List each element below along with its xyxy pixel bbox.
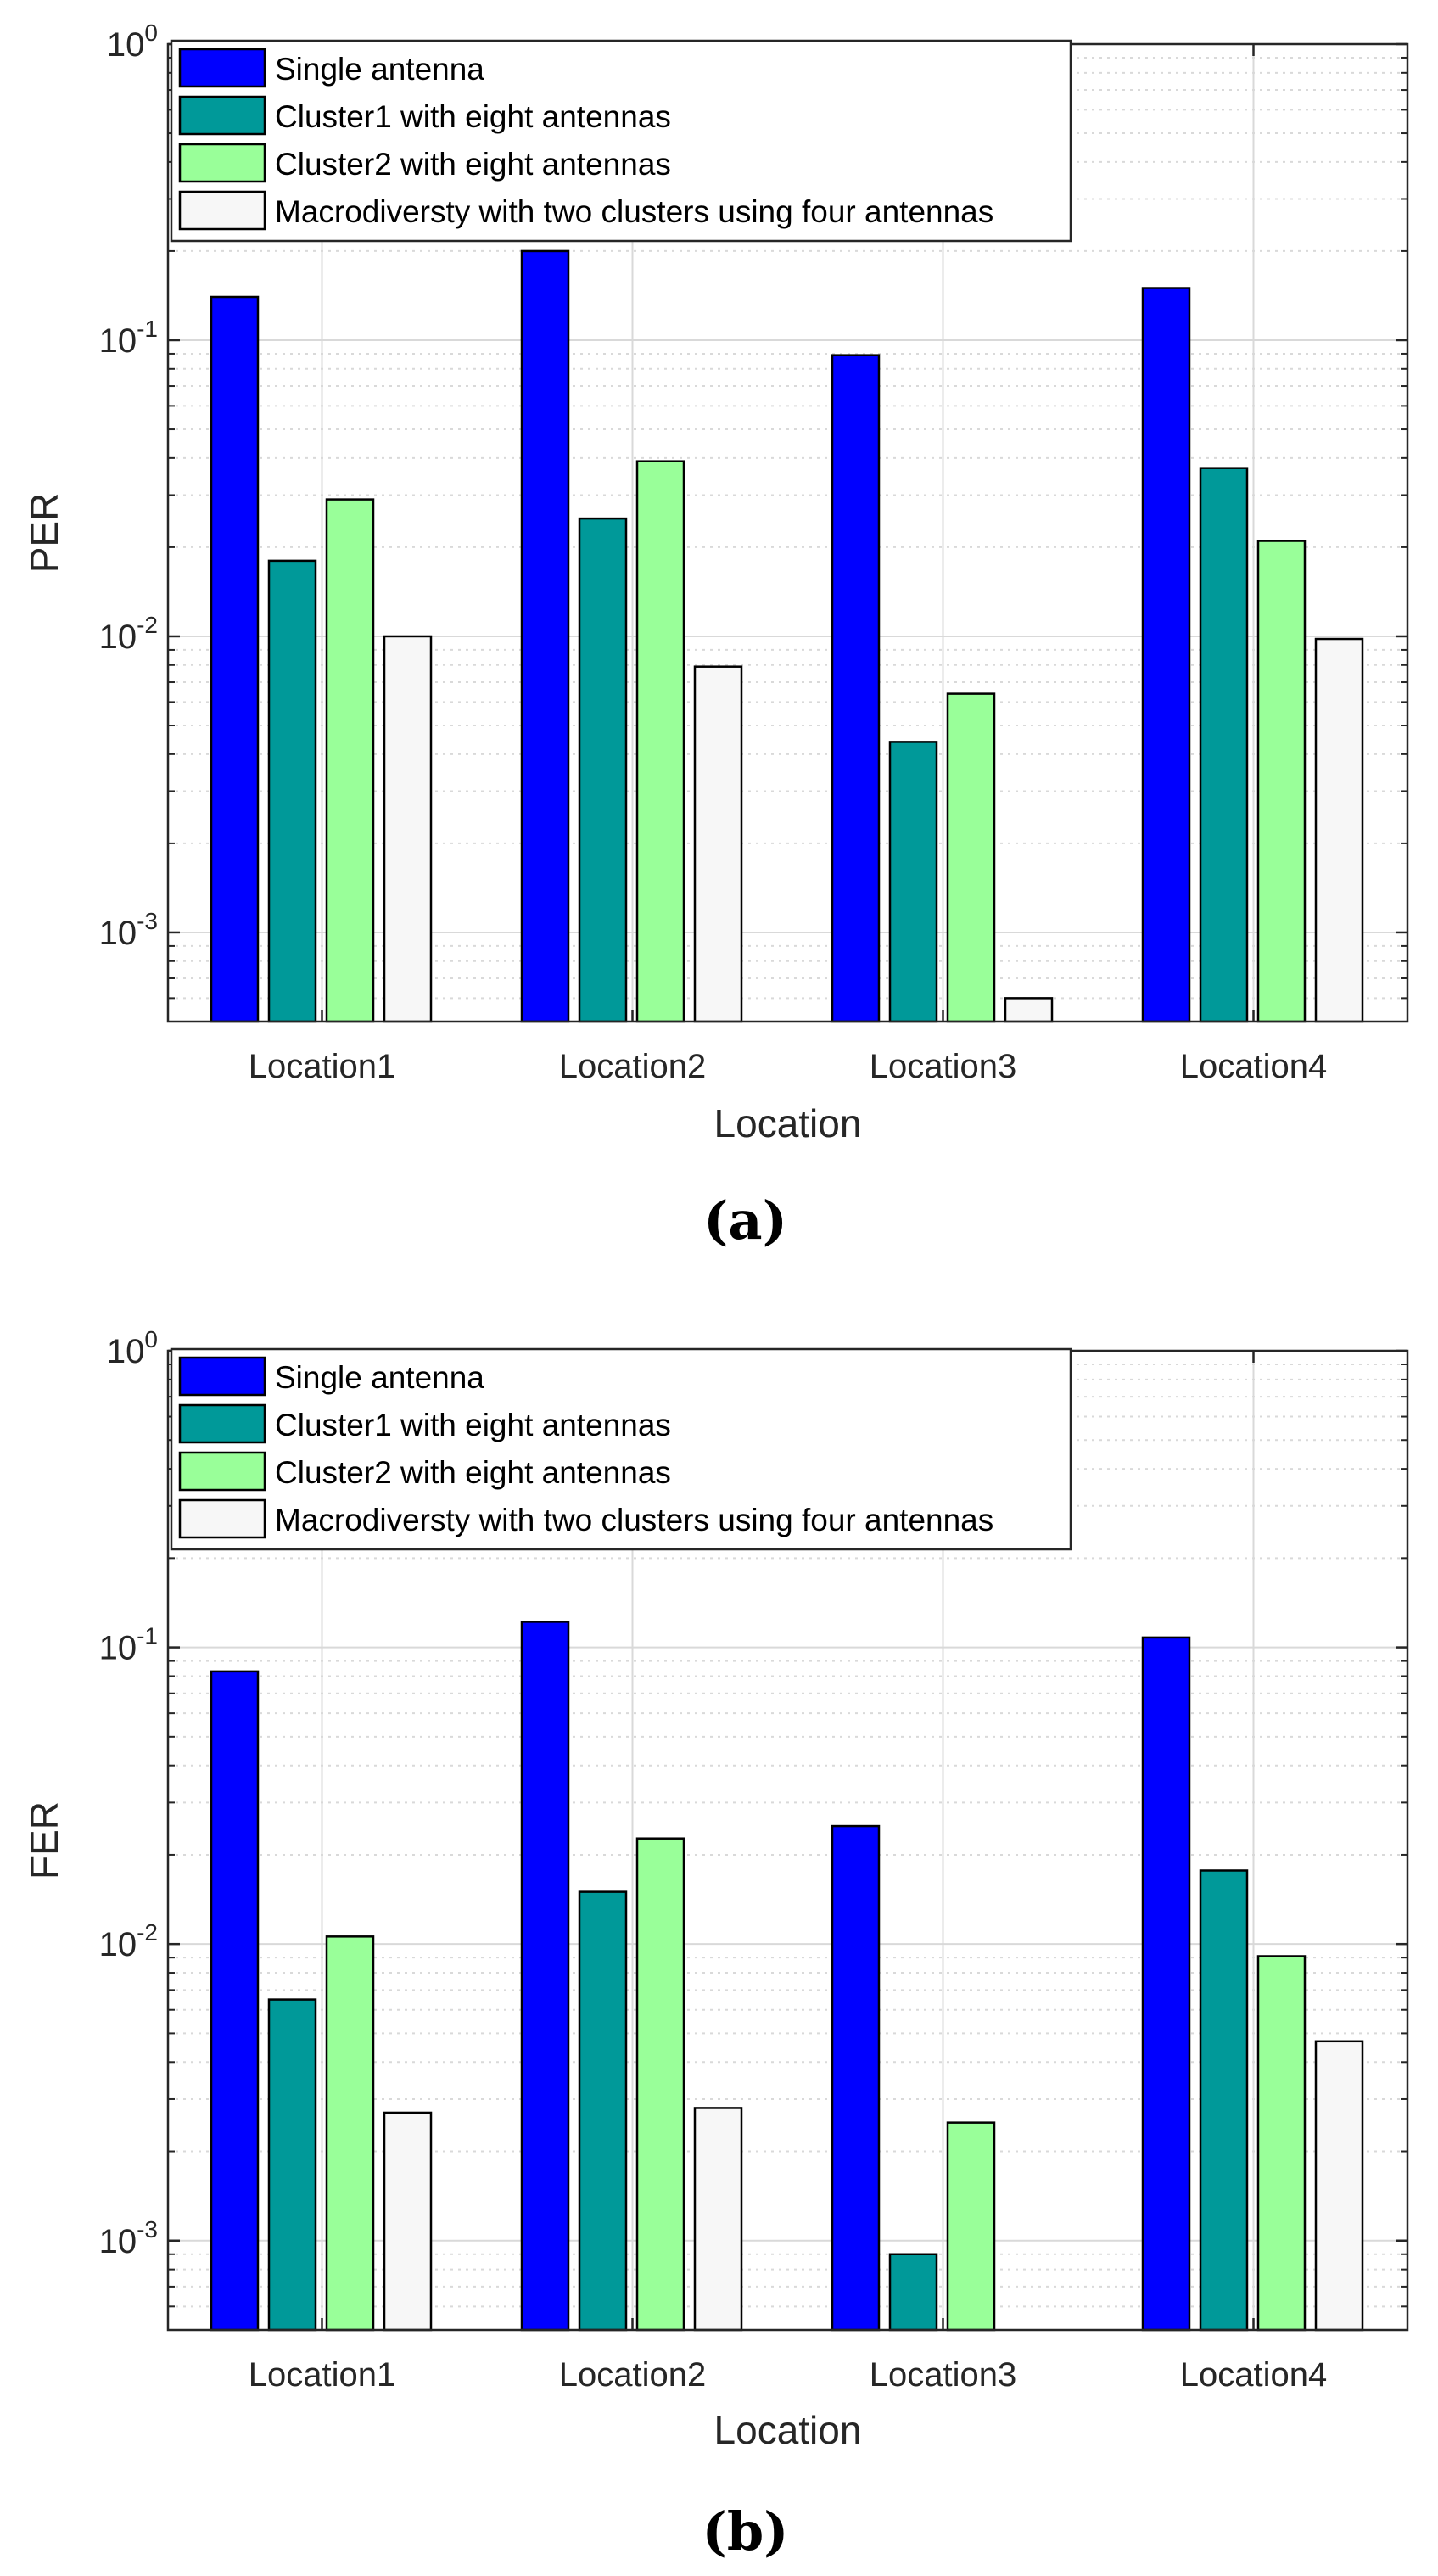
legend-entry-1: Single antenna <box>275 52 484 87</box>
x-tick-label: Location4 <box>1180 2356 1327 2394</box>
y-tick-label-base: 10 <box>99 2223 137 2260</box>
bar-2-location2 <box>578 517 628 1023</box>
y-tick-label-exponent: 0 <box>144 20 158 46</box>
legend-entry-2: Cluster1 with eight antennas <box>275 1408 671 1442</box>
legend-swatch-2 <box>178 1403 266 1444</box>
bar-2-location2 <box>578 1890 628 2332</box>
y-tick-label: 100 <box>107 1326 158 1370</box>
bar-1-location1 <box>210 295 260 1023</box>
y-tick-label-exponent: -1 <box>137 316 158 342</box>
x-tick-label: Location2 <box>559 1048 706 1085</box>
legend: Single antenna Cluster1 with eight antenn… <box>170 39 1072 243</box>
bar-2-location4 <box>1199 467 1249 1023</box>
panel-label: (b) <box>702 2500 788 2562</box>
y-tick-label-base: 10 <box>99 619 137 656</box>
y-tick-label-base: 10 <box>99 915 137 952</box>
y-tick-label-base: 10 <box>99 322 137 360</box>
y-tick-label: 10-1 <box>99 316 158 360</box>
y-tick-label-base: 10 <box>107 1333 145 1370</box>
y-tick-label-base: 10 <box>107 26 145 64</box>
legend-swatch-4 <box>178 190 266 231</box>
x-tick-label: Location1 <box>249 1048 395 1085</box>
y-axis-label: FER <box>22 1801 66 1879</box>
y-tick-label-exponent: -2 <box>137 612 158 638</box>
y-tick-label-base: 10 <box>99 1926 137 1963</box>
y-tick-label-exponent: -3 <box>137 2216 158 2243</box>
x-tick-label: Location4 <box>1180 1048 1327 1085</box>
bar-3-location3 <box>946 692 996 1023</box>
bar-3-location1 <box>325 498 375 1023</box>
legend-swatch-3 <box>178 1451 266 1492</box>
y-tick-label: 10-3 <box>99 2216 158 2260</box>
y-axis-label: PER <box>22 493 66 574</box>
bar-3-location2 <box>635 1837 685 2332</box>
legend-entry-2: Cluster1 with eight antennas <box>275 99 671 134</box>
y-tick-label: 10-1 <box>99 1623 158 1667</box>
y-tick-label-base: 10 <box>99 1630 137 1667</box>
y-tick-label-exponent: -2 <box>137 1919 158 1946</box>
bar-3-location4 <box>1256 540 1307 1023</box>
bar-4-location4 <box>1314 637 1364 1023</box>
bar-3-location1 <box>325 1935 375 2332</box>
x-tick-label: Location3 <box>870 1048 1016 1085</box>
bar-4-location3 <box>1004 997 1054 1023</box>
bar-1-location4 <box>1141 1636 1191 2332</box>
bar-1-location3 <box>831 354 881 1023</box>
bar-4-location1 <box>383 635 433 1023</box>
bar-4-location4 <box>1314 2040 1364 2332</box>
bar-1-location4 <box>1141 287 1191 1023</box>
legend-entry-4: Macrodiversty with two clusters using fo… <box>275 1503 993 1537</box>
legend-entry-1: Single antenna <box>275 1360 484 1395</box>
x-tick-label: Location3 <box>870 2356 1016 2394</box>
bar-1-location2 <box>520 249 570 1023</box>
bar-2-location1 <box>267 1998 317 2332</box>
legend-entry-4: Macrodiversty with two clusters using fo… <box>275 194 993 229</box>
x-tick-label: Location2 <box>559 2356 706 2394</box>
y-tick-label: 10-3 <box>99 908 158 952</box>
bar-1-location1 <box>210 1670 260 2332</box>
y-tick-label-exponent: -3 <box>137 908 158 934</box>
bar-4-location2 <box>693 665 743 1023</box>
bar-1-location3 <box>831 1824 881 2332</box>
y-tick-label: 100 <box>107 20 158 64</box>
y-tick-label: 10-2 <box>99 612 158 656</box>
panel-label: (a) <box>703 1190 787 1252</box>
bar-2-location1 <box>267 559 317 1023</box>
bar-3-location2 <box>635 460 685 1023</box>
legend-swatch-3 <box>178 143 266 183</box>
bar-2-location3 <box>888 741 938 1023</box>
legend-entry-3: Cluster2 with eight antennas <box>275 1455 671 1490</box>
x-axis-label: Location <box>714 2408 862 2452</box>
bar-3-location4 <box>1256 1955 1307 2332</box>
bar-3-location3 <box>946 2121 996 2332</box>
legend-swatch-2 <box>178 95 266 136</box>
bar-2-location4 <box>1199 1869 1249 2332</box>
bar-1-location2 <box>520 1621 570 2332</box>
bar-4-location2 <box>693 2107 743 2332</box>
bar-2-location3 <box>888 2253 938 2332</box>
x-tick-label: Location1 <box>249 2356 395 2394</box>
legend-entry-3: Cluster2 with eight antennas <box>275 147 671 182</box>
legend-swatch-1 <box>178 1356 266 1397</box>
legend-box <box>170 39 1072 243</box>
y-tick-label: 10-2 <box>99 1919 158 1963</box>
legend-swatch-1 <box>178 48 266 88</box>
legend-swatch-4 <box>178 1498 266 1539</box>
y-tick-label-exponent: -1 <box>137 1623 158 1649</box>
legend: Single antenna Cluster1 with eight antenn… <box>170 1347 1072 1551</box>
y-tick-label-exponent: 0 <box>144 1326 158 1352</box>
bar-4-location1 <box>383 2111 433 2332</box>
x-axis-label: Location <box>714 1101 862 1145</box>
legend-box <box>170 1347 1072 1551</box>
